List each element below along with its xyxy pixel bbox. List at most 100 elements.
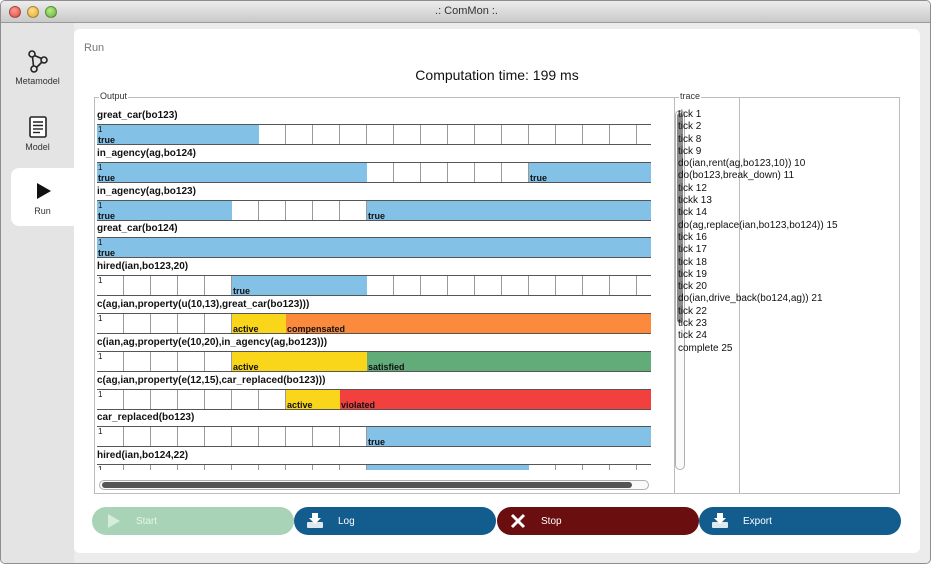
row-track: 1 [97,464,651,470]
trace-entry[interactable]: tick 1 [678,109,702,120]
trace-list[interactable]: tick 1 tick 2 tick 8 tick 9 do(ian,rent(ag,b… [678,109,838,355]
output-horizontal-scrollbar[interactable] [99,480,649,490]
row-title: great_car(bo124) [97,223,178,235]
sidebar-item-metamodel[interactable]: Metamodel [1,45,74,101]
vertical-scroll-thumb[interactable] [677,113,683,323]
timeline-row: car_replaced(bo123) 1 true [97,410,651,448]
sidebar-item-model[interactable]: Model [1,111,74,167]
horizontal-scroll-thumb[interactable] [102,482,632,488]
run-panel: Run Computation time: 199 ms Output grea… [74,29,920,553]
section-label: Run [84,42,105,54]
segment-label: true [368,437,386,448]
window-title: .: ComMon :. [435,5,498,17]
minimize-window-button[interactable] [27,6,39,18]
stop-button[interactable]: Stop [497,507,699,535]
start-button-label: Start [136,515,158,527]
download-icon [712,513,728,528]
play-icon [36,183,51,199]
state-segment-compensated [286,314,651,333]
row-title: hired(ian,bo123,20) [97,261,189,273]
trace-entry[interactable]: tick 9 [678,145,702,157]
timeline-row: great_car(bo124) 1 true [97,221,651,259]
trace-entry[interactable]: tick 23 [678,318,707,330]
stop-button-label: Stop [541,515,562,527]
trace-entry[interactable]: tick 12 [678,182,707,194]
title-bar: .: ComMon :. [1,1,930,23]
trace-entry[interactable]: tick 8 [678,133,702,145]
state-segment-violated [340,389,651,409]
state-segment-satisfied [367,351,651,371]
output-timeline[interactable]: great_car(bo123) 1 true in_agency(ag,bo124)… [97,108,651,470]
timeline-row: in_agency(ag,bo124) 1 true true [97,146,651,184]
state-segment-active [286,389,340,409]
output-vertical-scrollbar[interactable] [675,110,685,470]
start-button[interactable]: Start [92,507,294,535]
state-segment-true [529,162,651,182]
output-panel: Output great_car(bo123) 1 true in_agency(ag… [94,91,740,494]
trace-legend: trace [679,91,702,101]
zoom-window-button[interactable] [45,6,57,18]
trace-entry[interactable]: tick 18 [678,256,707,268]
timeline-row: hired(ian,bo123,20) 1 true [97,259,651,297]
start-tick-label: 1 [98,125,103,134]
state-segment-true [97,162,367,182]
computation-time: Computation time: 199 ms [415,67,579,83]
trace-entry[interactable]: tick 20 [678,281,707,293]
trace-entry[interactable]: tick 14 [678,207,707,219]
row-track: 1 active satisfied [97,350,651,372]
trace-entry[interactable]: tick 24 [678,330,707,342]
start-tick-label: 1 [98,238,103,248]
sidebar-item-run[interactable]: Run [11,168,74,226]
segment-label: active [287,399,313,410]
trace-entry[interactable]: do(ian,drive_back(bo124,ag)) 21 [678,293,823,305]
graph-icon [27,50,48,73]
row-title: in_agency(ag,bo124) [97,147,196,159]
segment-label: satisfied [368,361,405,372]
close-icon [510,513,526,529]
trace-entry[interactable]: tick 22 [678,305,707,317]
export-button-label: Export [743,515,772,527]
trace-entry[interactable]: do(ag,replace(ian,bo123,bo124)) 15 [678,219,838,231]
row-track: 1 true [97,275,651,297]
row-title: c(ag,ian,property(e(12,15),car_replaced(… [97,374,326,386]
sidebar-item-label: Model [25,142,50,152]
log-button-label: Log [338,515,355,527]
start-tick-label: 1 [98,314,103,323]
trace-entry[interactable]: tick 16 [678,231,707,243]
trace-entry[interactable]: tick 19 [678,268,707,280]
state-segment-true [232,276,367,296]
row-track: 1 true [97,426,651,448]
row-title: hired(ian,bo124,22) [97,450,189,462]
start-tick-label: 1 [98,427,103,437]
state-segment-true [367,465,529,470]
segment-label: compensated [287,324,346,334]
trace-entry[interactable]: tick 17 [678,244,707,256]
state-segment-true [97,125,259,144]
segment-label: active [233,324,259,334]
start-tick-label: 1 [98,200,103,210]
log-button[interactable]: Log [294,507,496,535]
row-track: 1 true true [97,199,651,221]
trace-entry[interactable]: tick 2 [678,121,702,133]
trace-entry[interactable]: tickk 13 [678,195,712,207]
timeline-row: c(ag,ian,property(u(10,13),great_car(bo1… [97,297,651,335]
segment-label: true [98,172,116,183]
timeline-row: c(ag,ian,property(e(12,15),car_replaced(… [97,373,651,411]
segment-label: true [530,172,548,183]
close-window-button[interactable] [9,6,21,18]
timeline-row: c(ian,ag,property(e(10,20),in_agency(ag,… [97,335,651,373]
row-track: 1 true true [97,161,651,183]
trace-entry[interactable]: do(ian,rent(ag,bo123,10)) 10 [678,158,806,170]
trace-entry[interactable]: complete 25 [678,342,733,354]
sidebar-item-label: Metamodel [15,76,60,86]
row-track: 1 active violated [97,388,651,410]
start-tick-label: 1 [98,465,103,470]
segment-label: true [233,286,251,297]
export-button[interactable]: Export [699,507,901,535]
download-icon [307,513,323,528]
trace-entry[interactable]: do(bo123,break_down) 11 [678,170,795,182]
timeline-row: in_agency(ag,bo123) 1 true true [97,184,651,222]
segment-label: active [233,361,259,372]
trace-panel: trace tick 1 tick 2 tick 8 tick 9 do(ian,ren… [674,91,900,494]
